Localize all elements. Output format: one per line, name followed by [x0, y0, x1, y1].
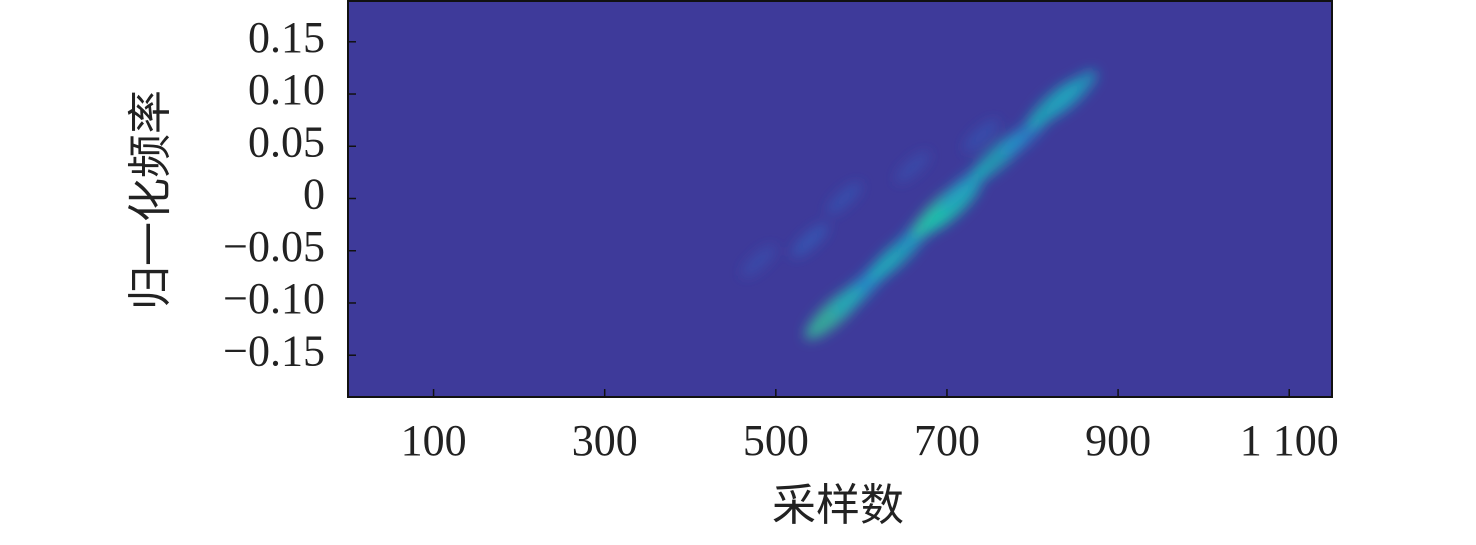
heat-spot — [826, 182, 862, 215]
heat-spot — [895, 151, 930, 183]
heat-spot — [741, 245, 776, 277]
x-tick-label: 100 — [401, 416, 467, 465]
y-tick-label: 0.05 — [248, 117, 325, 166]
y-tick-label: 0 — [303, 170, 325, 219]
x-tick-label: 1 100 — [1240, 416, 1339, 465]
y-tick-label: −0.05 — [223, 222, 325, 271]
x-axis-label: 采样数 — [772, 481, 904, 530]
heat-blur — [741, 70, 1098, 340]
plot-frame — [347, 0, 1333, 398]
heat-spot — [1044, 70, 1098, 118]
x-tick-label: 300 — [572, 416, 638, 465]
heat-layer — [741, 70, 1098, 340]
y-tick-label: 0.15 — [248, 13, 325, 62]
x-tick-label: 500 — [743, 416, 809, 465]
x-tick-label: 900 — [1085, 416, 1151, 465]
x-tick-label: 700 — [914, 416, 980, 465]
y-tick-label: −0.10 — [223, 274, 325, 323]
y-tick-label: −0.15 — [223, 326, 325, 375]
heat-spot — [963, 119, 999, 152]
y-tick-label: 0.10 — [248, 65, 325, 114]
y-axis-label: 归一化频率 — [126, 90, 175, 310]
heat-spot — [791, 223, 829, 258]
